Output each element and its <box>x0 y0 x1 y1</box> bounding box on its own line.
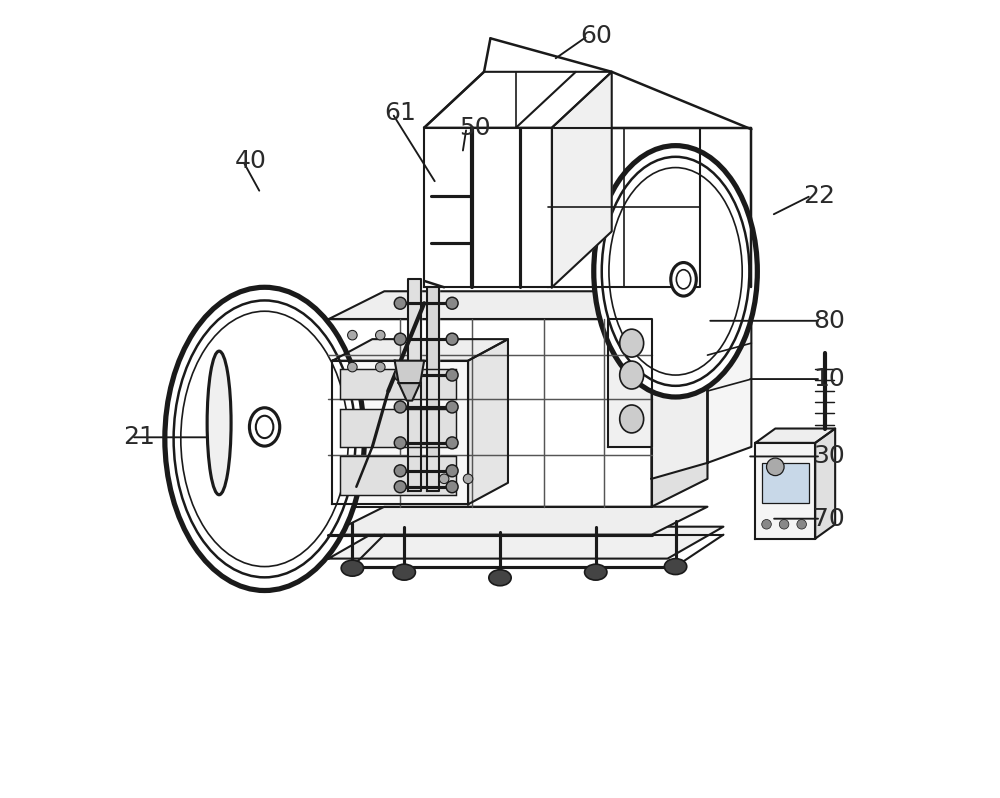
Ellipse shape <box>664 559 687 575</box>
Ellipse shape <box>463 474 473 484</box>
Ellipse shape <box>779 519 789 529</box>
Polygon shape <box>328 291 707 319</box>
Polygon shape <box>707 311 751 463</box>
Ellipse shape <box>446 401 458 413</box>
Polygon shape <box>427 287 439 491</box>
Text: 21: 21 <box>123 425 155 449</box>
Ellipse shape <box>394 401 406 413</box>
Ellipse shape <box>394 437 406 448</box>
Ellipse shape <box>394 480 406 492</box>
Ellipse shape <box>249 408 280 446</box>
Polygon shape <box>399 383 420 401</box>
Ellipse shape <box>676 270 691 289</box>
Ellipse shape <box>394 369 406 381</box>
Ellipse shape <box>348 330 357 340</box>
Polygon shape <box>328 319 652 507</box>
Ellipse shape <box>394 334 406 346</box>
Ellipse shape <box>594 145 757 397</box>
Polygon shape <box>468 339 508 504</box>
Ellipse shape <box>671 263 696 296</box>
Polygon shape <box>548 128 700 287</box>
Ellipse shape <box>489 570 511 586</box>
Ellipse shape <box>341 560 364 576</box>
Ellipse shape <box>174 301 356 578</box>
Text: 30: 30 <box>813 444 845 468</box>
Polygon shape <box>395 361 424 383</box>
Polygon shape <box>608 319 652 447</box>
Ellipse shape <box>762 519 771 529</box>
Text: 60: 60 <box>580 24 612 48</box>
Ellipse shape <box>446 298 458 310</box>
Ellipse shape <box>620 361 644 389</box>
Polygon shape <box>755 443 815 539</box>
Bar <box>762 463 809 503</box>
Bar <box>340 369 456 399</box>
Ellipse shape <box>283 294 302 584</box>
Ellipse shape <box>376 362 385 372</box>
Polygon shape <box>328 527 723 559</box>
Ellipse shape <box>767 458 784 476</box>
Ellipse shape <box>446 480 458 492</box>
Ellipse shape <box>446 437 458 448</box>
Polygon shape <box>328 507 707 535</box>
Ellipse shape <box>620 330 644 358</box>
Text: 40: 40 <box>235 149 267 173</box>
Polygon shape <box>815 429 835 539</box>
Ellipse shape <box>209 353 229 492</box>
Polygon shape <box>424 72 612 128</box>
Ellipse shape <box>394 298 406 310</box>
Ellipse shape <box>165 287 364 591</box>
Polygon shape <box>332 339 508 361</box>
Ellipse shape <box>207 351 231 495</box>
Ellipse shape <box>797 519 806 529</box>
Polygon shape <box>424 128 552 287</box>
Text: 70: 70 <box>813 507 845 531</box>
Ellipse shape <box>446 334 458 346</box>
Ellipse shape <box>585 564 607 580</box>
Polygon shape <box>652 291 707 479</box>
Ellipse shape <box>446 369 458 381</box>
Ellipse shape <box>602 156 749 385</box>
Ellipse shape <box>256 416 273 438</box>
Bar <box>340 409 456 447</box>
Text: 61: 61 <box>384 101 416 125</box>
Ellipse shape <box>320 351 344 495</box>
Ellipse shape <box>609 168 742 375</box>
Bar <box>340 456 456 495</box>
Text: 50: 50 <box>459 116 490 140</box>
Polygon shape <box>552 72 612 287</box>
Polygon shape <box>652 291 707 507</box>
Polygon shape <box>332 361 468 504</box>
Ellipse shape <box>376 330 385 340</box>
Polygon shape <box>755 429 835 443</box>
Text: 10: 10 <box>813 367 845 391</box>
Ellipse shape <box>393 564 415 580</box>
Ellipse shape <box>348 362 357 372</box>
Text: 80: 80 <box>813 309 845 333</box>
Text: 22: 22 <box>803 184 835 207</box>
Ellipse shape <box>181 311 348 567</box>
Ellipse shape <box>688 150 703 392</box>
Ellipse shape <box>620 405 644 433</box>
Ellipse shape <box>446 464 458 477</box>
Ellipse shape <box>394 464 406 477</box>
Ellipse shape <box>439 474 449 484</box>
Polygon shape <box>408 279 421 491</box>
Ellipse shape <box>204 339 234 507</box>
